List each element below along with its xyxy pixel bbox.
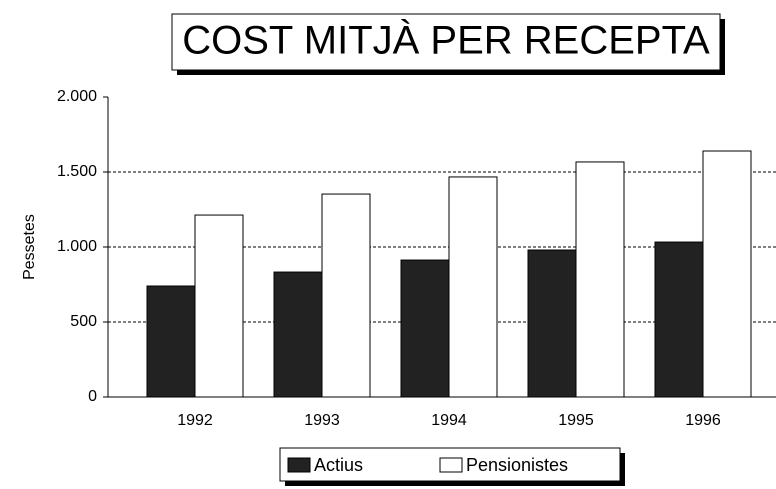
x-tick-label: 1995 [558,412,594,429]
bar [146,285,196,398]
legend-swatch [439,457,463,473]
x-tick-label: 1996 [685,412,721,429]
y-tick-label: 1.500 [57,163,97,180]
y-tick-label: 1.000 [57,238,97,255]
legend-swatch [287,457,311,473]
chart-title: COST MITJÀ PER RECEPTA [182,18,710,63]
bar [702,150,752,398]
y-tick-label: 0 [88,388,97,405]
x-tick-label: 1994 [431,412,467,429]
x-tick-label: 1993 [304,412,340,429]
bar [194,214,244,398]
legend-label: Actius [314,455,363,475]
y-axis-label: Pessetes [21,214,38,280]
bar [575,161,625,398]
bar [273,271,323,398]
y-tick-label: 2.000 [57,88,97,105]
bar [654,241,704,398]
bar [527,249,577,398]
bar [321,193,371,398]
title-box [171,13,721,71]
x-tick-label: 1992 [177,412,213,429]
bar [400,259,450,398]
bar [448,176,498,398]
legend-label: Pensionistes [466,455,568,475]
y-tick-label: 500 [70,313,97,330]
